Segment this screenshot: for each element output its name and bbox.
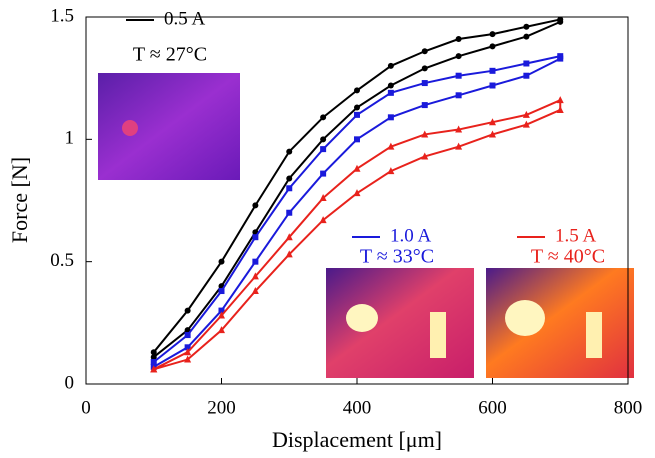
hot-spot [430,312,446,358]
marker [218,311,225,319]
x-tick-label: 600 [478,397,507,418]
marker [455,53,462,60]
marker [421,152,429,160]
marker [387,89,394,96]
marker [489,31,496,38]
marker [285,233,293,241]
y-tick-label: 1.5 [50,5,74,26]
marker [387,114,394,121]
marker [184,307,191,314]
hot-spot [346,304,378,332]
marker [150,365,158,373]
y-tick-label: 1 [65,128,75,149]
marker [421,48,428,55]
marker [251,287,259,295]
legend-temperature: T ≈ 40°C [531,246,605,268]
marker [455,92,462,99]
marker [523,72,530,79]
series-line [153,98,562,371]
marker [523,23,530,30]
marker [522,120,530,128]
marker [489,67,496,74]
marker [489,82,496,89]
marker [286,209,293,216]
marker [354,87,360,94]
marker [354,111,360,118]
marker [286,185,293,192]
x-tick-label: 0 [81,397,91,418]
x-tick-label: 800 [614,397,643,418]
legend-label: 1.5 A [555,225,596,246]
marker [522,110,530,118]
marker [489,118,496,126]
marker [353,164,361,172]
marker [286,148,293,155]
marker [421,102,428,109]
marker [455,142,463,150]
marker [523,60,530,67]
marker [320,136,327,143]
hot-spot [122,120,138,136]
marker [285,250,293,258]
marker [218,258,225,265]
marker [421,130,429,138]
legend-temperature: T ≈ 27°C [133,44,207,66]
marker [387,142,395,150]
marker [251,272,259,280]
hot-spot [505,300,545,336]
marker [523,33,530,40]
marker [150,349,157,356]
hot-spot [586,312,602,358]
marker [354,136,360,143]
marker [455,125,463,133]
marker [353,189,361,197]
marker [218,326,225,334]
marker [320,170,327,177]
marker [320,146,327,153]
x-axis-label: Displacement [μm] [272,427,442,452]
marker [319,194,327,202]
thermal-images [98,73,634,378]
marker [387,82,394,89]
marker [252,202,259,209]
marker [184,332,191,339]
legend-label: 1.0 A [390,225,431,246]
marker [150,358,157,365]
marker [557,53,564,60]
marker [387,62,394,69]
marker [286,175,293,182]
legend-label: 0.5 A [164,8,205,29]
thermal-image [98,73,240,180]
marker [252,234,259,241]
marker [218,288,225,295]
marker [184,348,192,356]
marker [150,354,157,361]
marker [421,65,428,72]
y-tick-label: 0 [65,372,75,393]
y-tick-label: 0.5 [50,250,74,271]
marker [387,167,395,175]
legend-temperature: T ≈ 33°C [360,246,434,268]
y-axis-label: Force [N] [7,157,32,243]
marker [319,216,327,224]
marker [320,114,327,121]
x-tick-label: 200 [207,397,236,418]
marker [184,344,191,351]
marker [252,258,259,265]
marker [455,72,462,79]
marker [489,130,496,138]
marker [556,105,564,113]
marker [556,96,564,104]
marker [184,355,192,363]
marker [218,307,225,314]
marker [489,43,496,50]
marker [557,16,564,23]
marker [421,80,428,87]
x-tick-label: 400 [343,397,372,418]
marker [354,104,360,111]
marker [455,36,462,43]
